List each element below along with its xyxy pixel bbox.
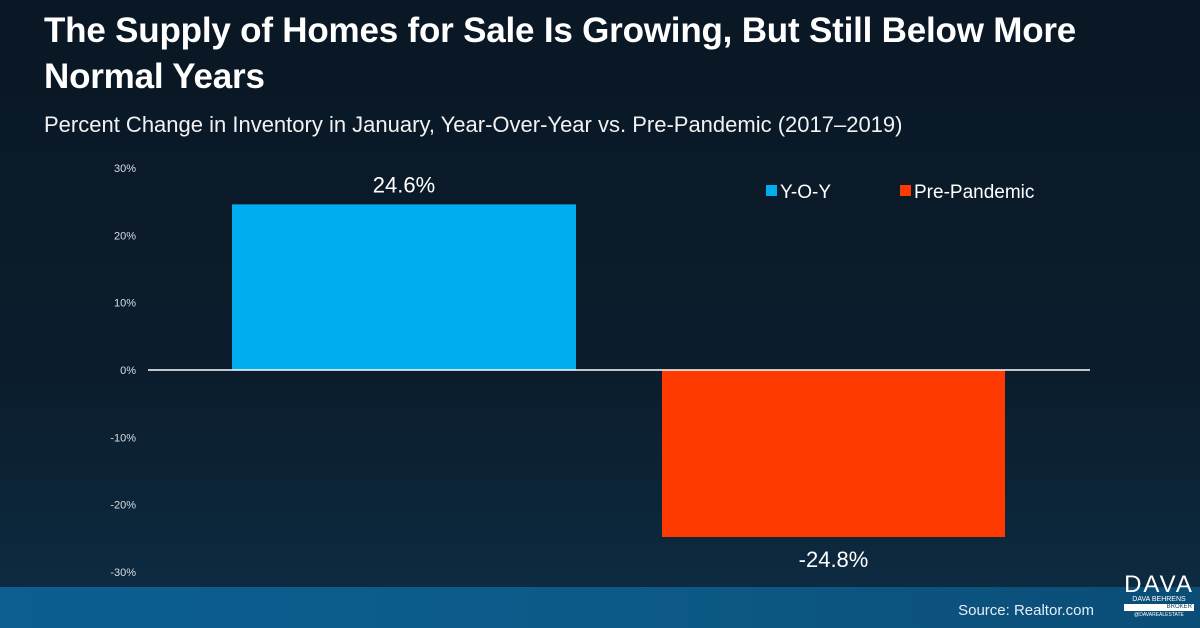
logo-line2: DAVA BEHRENS bbox=[1132, 596, 1186, 603]
data-label: 24.6% bbox=[373, 172, 435, 197]
y-tick-label: 30% bbox=[114, 163, 136, 175]
legend-label: Y-O-Y bbox=[780, 182, 831, 203]
y-tick-label: -30% bbox=[110, 567, 136, 579]
source-note: Source: Realtor.com bbox=[958, 602, 1094, 619]
chart-subtitle: Percent Change in Inventory in January, … bbox=[44, 112, 903, 137]
y-tick-label: -20% bbox=[110, 500, 136, 512]
bar-y-o-y bbox=[232, 204, 576, 370]
y-tick-label: 0% bbox=[120, 365, 136, 377]
bar-pre-pandemic bbox=[662, 370, 1005, 537]
logo-line3: BROKER bbox=[1124, 604, 1194, 611]
y-tick-label: 10% bbox=[114, 298, 136, 310]
footer-band bbox=[0, 587, 1200, 628]
logo-name: DAVA bbox=[1124, 571, 1194, 598]
legend-label: Pre-Pandemic bbox=[914, 182, 1034, 203]
data-label: -24.8% bbox=[799, 547, 869, 572]
logo-line4: @DAVAREALESTATE bbox=[1134, 612, 1184, 618]
y-tick-label: 20% bbox=[114, 230, 136, 242]
chart-title: The Supply of Homes for Sale Is Growing,… bbox=[44, 11, 1077, 96]
y-tick-label: -10% bbox=[110, 432, 136, 444]
legend-swatch bbox=[766, 185, 777, 196]
legend-swatch bbox=[900, 185, 911, 196]
dava-logo: DAVA DAVA BEHRENS BROKER @DAVAREALESTATE bbox=[1124, 571, 1194, 619]
